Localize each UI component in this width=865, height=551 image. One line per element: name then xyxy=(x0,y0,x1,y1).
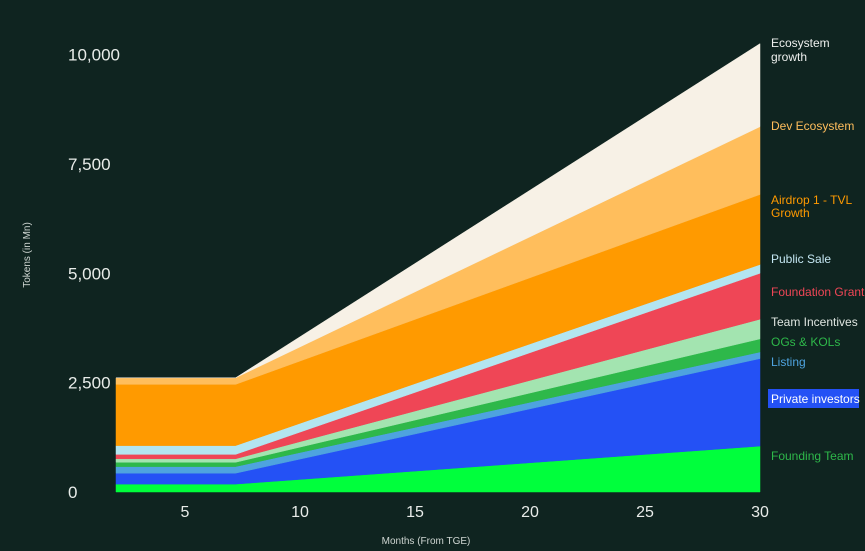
legend-item-dev-ecosystem: Dev Ecosystem xyxy=(771,119,854,133)
y-tick-label: 5,000 xyxy=(68,264,111,283)
legend-label: Listing xyxy=(771,355,806,369)
x-axis-label: Months (From TGE) xyxy=(382,536,471,547)
legend-label: Team Incentives xyxy=(771,315,858,329)
x-tick-label: 15 xyxy=(406,504,424,521)
y-tick-label: 10,000 xyxy=(68,46,120,65)
legend-item-founding-team: Founding Team xyxy=(771,449,854,463)
y-axis-ticks: 0 2,500 5,000 7,500 10,000 xyxy=(68,46,120,503)
y-axis-label: Tokens (in Mn) xyxy=(22,222,33,288)
legend-item-foundation-grant: Foundation Grant xyxy=(771,285,865,299)
legend-label: Foundation Grant xyxy=(771,285,865,299)
legend-label: Public Sale xyxy=(771,252,831,266)
legend-item-airdrop-1-tvl-growth: Airdrop 1 - TVL Growth xyxy=(771,193,852,220)
x-axis-ticks: 5 10 15 20 25 30 xyxy=(181,504,769,521)
stacked-areas xyxy=(115,43,761,493)
legend-item-listing: Listing xyxy=(771,355,806,369)
y-tick-label: 2,500 xyxy=(68,374,111,393)
legend-label: Private investors xyxy=(771,392,860,406)
legend: Ecosystem growth Dev Ecosystem Airdrop 1 - … xyxy=(768,36,865,463)
y-tick-label: 7,500 xyxy=(68,155,111,174)
x-tick-label: 5 xyxy=(181,504,190,521)
x-tick-label: 25 xyxy=(636,504,654,521)
y-tick-label: 0 xyxy=(68,483,77,502)
legend-highlight xyxy=(768,389,859,408)
legend-label: Founding Team xyxy=(771,449,854,463)
legend-item-private-investors: Private investors xyxy=(768,389,860,408)
legend-label: Ecosystem growth xyxy=(771,36,830,64)
legend-item-ogs-kols: OGs & KOLs xyxy=(771,335,840,349)
legend-label: Dev Ecosystem xyxy=(771,119,854,133)
legend-item-public-sale: Public Sale xyxy=(771,252,831,266)
x-tick-label: 30 xyxy=(751,504,769,521)
legend-item-team-incentives: Team Incentives xyxy=(771,315,858,329)
area-ecosystem-growth xyxy=(116,43,761,379)
legend-label: Airdrop 1 - TVL Growth xyxy=(771,193,852,220)
legend-item-ecosystem-growth: Ecosystem growth xyxy=(771,36,830,64)
legend-label: OGs & KOLs xyxy=(771,335,840,349)
x-tick-label: 20 xyxy=(521,504,539,521)
x-tick-label: 10 xyxy=(291,504,309,521)
